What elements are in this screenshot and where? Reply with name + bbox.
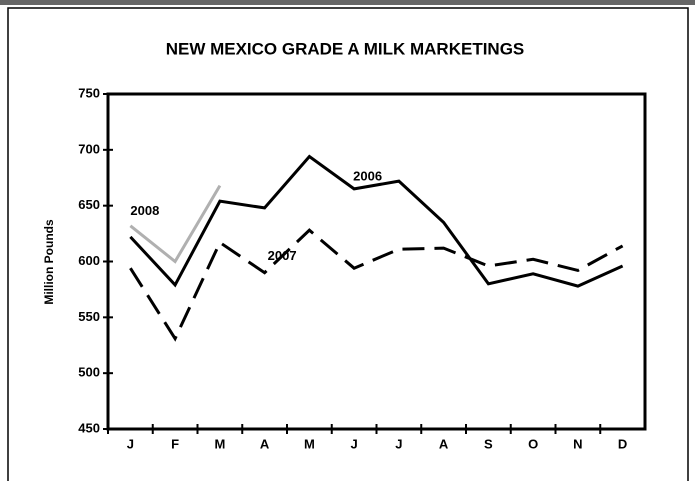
y-tick-label: 500 [78,365,100,380]
y-tick-label: 650 [78,197,100,212]
x-tick-label: S [484,436,493,451]
x-tick-label: D [618,436,627,451]
x-tick-label: F [171,436,179,451]
x-tick-label: J [127,436,134,451]
x-tick-label: A [260,436,270,451]
series-label: 2008 [130,203,159,218]
x-tick-label: M [304,436,315,451]
x-tick-label: J [351,436,358,451]
x-tick-label: A [439,436,449,451]
series-line [129,154,624,288]
y-tick-label: 750 [78,85,100,100]
series-label: 2007 [268,248,297,263]
x-tick-label: J [395,436,402,451]
series-line [129,228,624,342]
series-label: 2006 [353,168,382,183]
y-tick-label: 700 [78,141,100,156]
frame [7,7,689,481]
chart-title: NEW MEXICO GRADE A MILK MARKETINGS [166,39,525,58]
x-tick-label: O [528,436,538,451]
y-tick-label: 600 [78,253,100,268]
x-tick-label: M [214,436,225,451]
series-line [129,184,222,264]
top-bar [0,0,695,5]
x-tick-label: N [573,436,582,451]
y-axis-label: Million Pounds [42,219,56,305]
y-tick-label: 550 [78,309,100,324]
y-tick-label: 450 [78,420,100,435]
